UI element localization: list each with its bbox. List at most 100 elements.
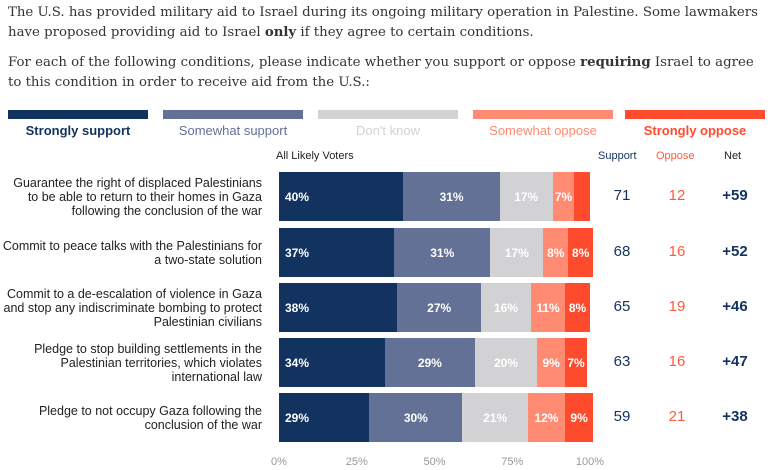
support-value: 59 [613,408,631,425]
bar-segment: 8% [568,228,594,277]
intro-text: The U.S. has provided military aid to Is… [8,5,758,90]
legend-label: Somewhat support [178,123,288,138]
stacked-bar: 34% 29% 20% 9% 7% [279,338,590,387]
data-label: 37% [285,245,310,260]
data-label: 7% [567,355,585,370]
stacked-bar: 38% 27% 16% 11% 8% [279,283,590,332]
x-tick-label: 0% [271,456,287,468]
legend-item: Somewhat support [163,110,303,138]
bar-segment: 16% [481,283,531,332]
bar-segment: 9% [537,338,566,387]
legend-item: Strongly support [8,110,148,138]
legend-label: Strongly oppose [643,123,747,138]
chart-subtitle: All Likely Voters [276,150,354,162]
bar-segment: 34% [279,338,385,387]
bar-segment: 29% [384,338,475,387]
legend-item: Strongly oppose [625,110,765,138]
net-value: +52 [722,243,748,260]
bar-segment: 17% [490,228,544,277]
bar-segment: 31% [394,228,491,277]
data-label: 11% [536,300,560,315]
legend-swatch [8,110,148,119]
data-label: 34% [285,355,310,370]
data-label: 16% [494,300,519,315]
bar-segment: 11% [530,283,566,332]
category-label: Pledge to not occupy Gaza following the … [38,403,262,432]
oppose-value: 19 [668,298,686,315]
bar-segment: 37% [279,228,395,277]
support-value: 65 [613,298,631,315]
data-label: 9% [570,410,588,425]
data-label: 8% [568,300,587,315]
oppose-value: 21 [668,408,686,425]
bar-segment: 7% [552,172,575,221]
bar-segment [574,172,590,221]
bar-segment: 17% [499,172,553,221]
net-value: +46 [722,298,748,315]
data-label: 29% [417,355,442,370]
category-label: Guarantee the right of displaced Palesti… [13,175,262,218]
x-tick-label: 100% [575,456,605,468]
bar-segment: 31% [403,172,500,221]
support-header: Support [598,150,637,162]
stacked-bar: 29% 30% 21% 12% 9% [279,393,594,442]
bar-segment: 7% [565,338,587,387]
legend-swatch [625,110,765,119]
category-label: Pledge to stop building settlements in t… [34,341,262,384]
oppose-header: Oppose [656,150,695,162]
oppose-value: 12 [668,187,686,204]
data-label: 38% [285,300,310,315]
data-label: 7% [554,189,573,204]
data-label: 31% [430,245,455,260]
legend-item: Don't know [318,110,458,138]
bar-segment: 20% [474,338,538,387]
x-tick-label: 25% [345,456,368,468]
category-label: Commit to a de-escalation of violence in… [3,286,262,329]
legend-swatch [473,110,613,119]
legend-label: Don't know [356,123,420,138]
data-label: 17% [514,189,539,204]
data-label: 8% [547,245,565,260]
net-header: Net [724,150,742,162]
data-label: 27% [427,300,452,315]
bar-segment: 21% [462,393,528,442]
oppose-value: 16 [668,353,686,370]
bar-segment: 8% [543,228,569,277]
support-value: 63 [613,353,631,370]
data-label: 30% [403,410,428,425]
data-label: 31% [439,189,464,204]
stacked-bar: 37% 31% 17% 8% 8% [279,228,594,277]
legend-label: Strongly support [25,123,131,138]
data-label: 9% [542,355,560,370]
bar-segment: 30% [369,393,463,442]
legend-item: Somewhat oppose [473,110,613,138]
data-label: 12% [534,410,559,425]
data-label: 8% [571,245,590,260]
stacked-bar: 40% 31% 17% 7% [279,172,590,221]
support-value: 71 [613,187,631,204]
support-value: 68 [613,243,631,260]
net-value: +47 [722,353,748,370]
data-label: 29% [285,410,310,425]
x-tick-label: 50% [423,456,446,468]
legend: Strongly support Somewhat support Don't kn… [8,110,768,140]
legend-swatch [318,110,458,119]
data-label: 20% [494,355,519,370]
bar-segment: 27% [397,283,482,332]
legend-label: Somewhat oppose [489,123,597,138]
category-label: Commit to peace talks with the Palestini… [2,238,262,267]
bar-segment: 38% [279,283,398,332]
bar-segment: 12% [527,393,566,442]
net-value: +38 [722,408,748,425]
bar-segment: 8% [565,283,590,332]
oppose-value: 16 [668,243,686,260]
legend-swatch [163,110,303,119]
bar-segment: 29% [279,393,370,442]
x-tick-label: 75% [501,456,524,468]
bar-segment: 9% [565,393,594,442]
data-label: 17% [504,245,529,260]
bar-segment: 40% [279,172,404,221]
net-value: +59 [722,187,748,204]
data-label: 40% [285,189,310,204]
data-label: 21% [483,410,508,425]
